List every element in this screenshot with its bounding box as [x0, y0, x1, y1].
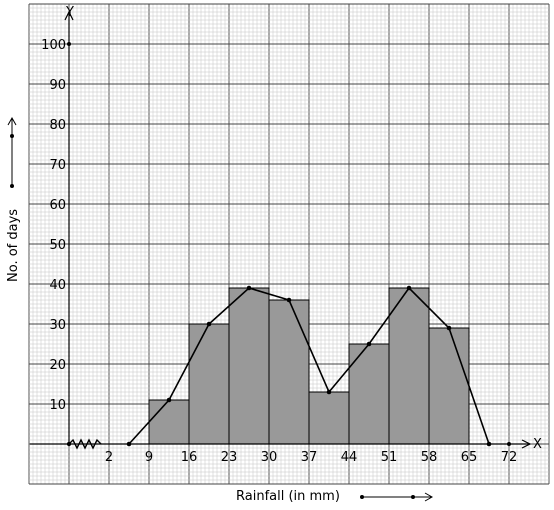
y-tick-label: 40: [49, 278, 66, 293]
histogram-bars: [148, 287, 470, 445]
x-tick-label: 37: [301, 450, 318, 465]
frequency-polygon-point: [406, 285, 412, 291]
x-tick-label: 2: [105, 450, 113, 465]
y-axis-arrowhead: [64, 10, 74, 21]
y-tick-label: 80: [49, 118, 66, 133]
x-scale-arrow-indicator: [360, 492, 434, 502]
tick-labels: 2 9 16 23 30 37 44 51 58 65 72 10 20 30 40 50 60 70 80 90 10…: [41, 38, 517, 465]
frequency-polygon-point: [166, 397, 172, 403]
y-axis-name: Y: [65, 5, 74, 20]
x-tick-label: 44: [341, 450, 358, 465]
frequency-polygon-point: [246, 285, 252, 291]
histogram-bar: [348, 343, 390, 445]
x-tick-label: 65: [461, 450, 478, 465]
frequency-polygon-point: [126, 441, 132, 447]
histogram-bar: [228, 287, 270, 445]
origin-point: [66, 441, 72, 447]
y-scale-arrow-indicator: [7, 116, 17, 188]
frequency-polygon: [126, 285, 492, 447]
x-axis-arrowhead: [521, 439, 532, 449]
frequency-polygon-point: [366, 341, 372, 347]
frequency-polygon-point: [206, 321, 212, 327]
x-axis-break-zigzag: [68, 438, 102, 450]
histogram-bar: [148, 399, 190, 445]
frequency-polygon-point: [326, 389, 332, 395]
axes: Y X: [30, 5, 542, 452]
x-axis-name: X: [533, 437, 542, 452]
x-tick-label: 30: [261, 450, 278, 465]
y-axis-top-point: [67, 42, 71, 46]
frequency-polygon-point: [486, 441, 492, 447]
histogram-bar: [268, 299, 310, 445]
histogram-bar: [188, 323, 230, 445]
y-tick-label: 60: [49, 198, 66, 213]
y-tick-label: 50: [49, 238, 66, 253]
axis-titles: Rainfall (in mm) No. of days: [6, 116, 434, 504]
frequency-polygon-line: [128, 286, 490, 445]
y-tick-label: 10: [49, 398, 66, 413]
x-tick-label: 58: [421, 450, 438, 465]
histogram-bar: [388, 287, 430, 445]
y-tick-label: 30: [49, 318, 66, 333]
x-axis-title: Rainfall (in mm): [236, 489, 340, 504]
x-tick-label: 72: [501, 450, 518, 465]
x-axis-end-point: [507, 442, 511, 446]
y-tick-label: 20: [49, 358, 66, 373]
x-tick-label: 23: [221, 450, 238, 465]
x-tick-label: 51: [381, 450, 398, 465]
frequency-polygon-point: [446, 325, 452, 331]
y-tick-label: 70: [49, 158, 66, 173]
x-tick-label: 9: [145, 450, 153, 465]
frequency-polygon-point: [286, 297, 292, 303]
y-tick-label: 100: [41, 38, 66, 53]
histogram-bar: [308, 391, 350, 445]
y-tick-label: 90: [49, 78, 66, 93]
y-axis-title: No. of days: [6, 209, 21, 282]
histogram-bar: [428, 327, 470, 445]
x-tick-label: 16: [181, 450, 198, 465]
